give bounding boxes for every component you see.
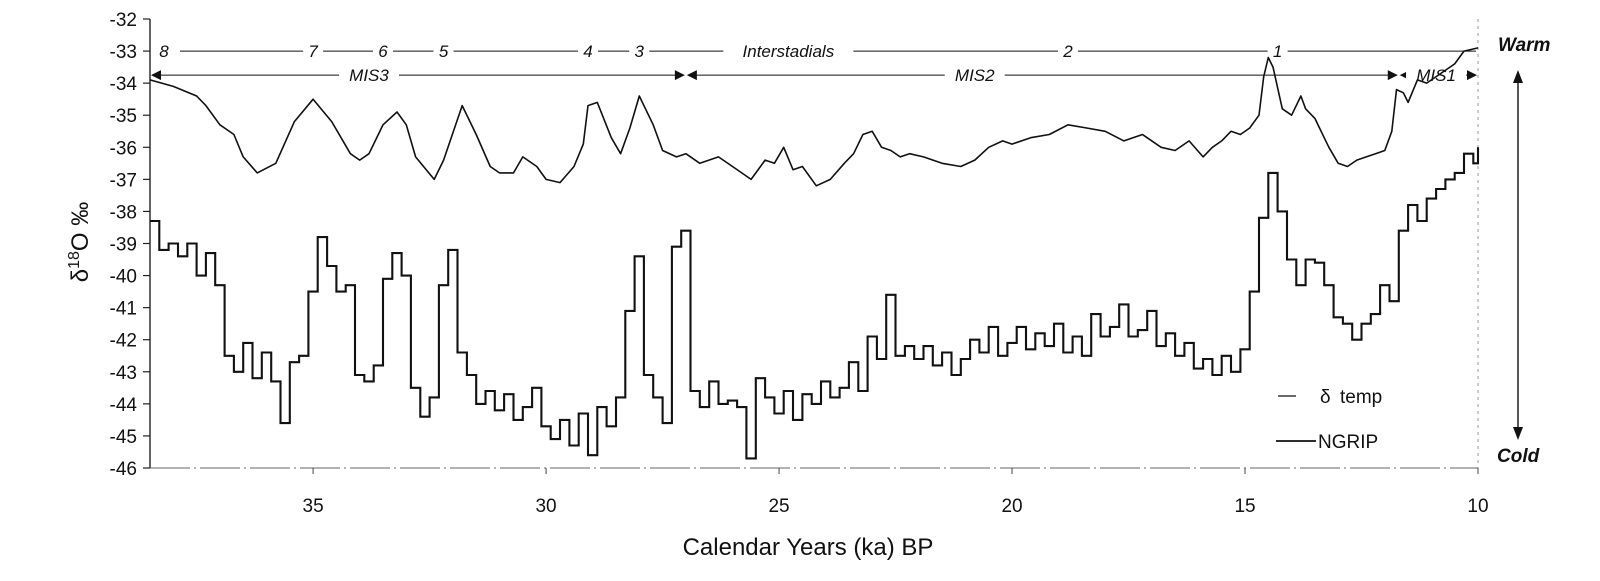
x-tick-label: 35 <box>303 496 324 517</box>
interstadial-label-bg <box>303 41 324 62</box>
mis-label-bg <box>339 65 400 86</box>
y-tick-label: -40 <box>110 267 137 288</box>
interstadial-label-bg <box>372 41 393 62</box>
interstadial-annotations: 8 7 6 5 4 3 Interstadials 2 1 <box>153 41 1476 62</box>
y-tick-label: -34 <box>110 74 138 95</box>
legend-label-temp: temp <box>1340 387 1382 408</box>
y-tick-label: -42 <box>110 331 137 352</box>
legend: δ temp NGRIP <box>1276 387 1382 453</box>
mis-label: MIS2 <box>955 66 995 85</box>
mis-label: MIS1 <box>1416 66 1456 85</box>
y-axis-title-superscript: 18 <box>66 251 83 269</box>
legend-symbol-temp: δ <box>1320 387 1331 408</box>
y-axis-title-tail: O ‰ <box>67 202 94 251</box>
mis-arrowhead <box>686 70 697 81</box>
warm-label: Warm <box>1498 35 1551 56</box>
cold-label: Cold <box>1497 446 1540 467</box>
interstadial-label-bg <box>723 41 854 62</box>
y-tick-label: -35 <box>110 106 137 127</box>
y-axis-title-delta: δ <box>67 269 94 282</box>
y-tick-label: -32 <box>110 10 137 31</box>
interstadial-label-bg <box>629 41 650 62</box>
mis-arrowhead <box>1387 70 1398 81</box>
series-line-ngrip <box>150 147 1480 460</box>
series-line-delta-temp <box>149 47 1479 187</box>
mis-label: MIS3 <box>349 66 389 85</box>
interstadial-label-bg <box>1057 41 1078 62</box>
interstadial-label: Interstadials <box>743 42 835 61</box>
interstadial-label-bg <box>433 41 454 62</box>
x-tick-label: 10 <box>1467 496 1488 517</box>
y-tick-label: -33 <box>110 42 137 63</box>
y-tick-label: -36 <box>110 138 137 159</box>
warm-cold-arrow <box>1513 70 1523 440</box>
y-tick-label: -43 <box>110 363 137 384</box>
interstadial-label-bg <box>153 41 174 62</box>
y-tick-label: -38 <box>110 202 137 223</box>
x-tick-label: 25 <box>768 496 789 517</box>
interstadial-label: 6 <box>378 42 388 61</box>
y-tick-label: -45 <box>110 427 137 448</box>
interstadial-label: 5 <box>439 42 449 61</box>
y-tick-label: -46 <box>110 459 137 480</box>
mis-arrowhead <box>1467 70 1477 81</box>
mis-label-bg <box>1406 65 1467 86</box>
interstadial-label: 2 <box>1062 42 1073 61</box>
y-tick-label: -41 <box>110 299 137 320</box>
interstadial-label-bg <box>578 41 599 62</box>
y-tick-label: -44 <box>110 395 138 416</box>
x-axis-ticks: 35 30 25 20 15 10 <box>303 468 1489 517</box>
mis-label-bg <box>944 65 1005 86</box>
mis-arrowhead <box>674 70 685 81</box>
interstadial-label: 1 <box>1273 42 1282 61</box>
mis-annotations: MIS3 MIS2 MIS1 <box>151 65 1477 86</box>
x-tick-label: 30 <box>535 496 556 517</box>
y-axis-ticks: -32 -33 -34 -35 -36 -37 -38 -39 -40 -41 -42 -43 -44 -… <box>110 10 150 480</box>
interstadial-label-bg <box>1267 41 1288 62</box>
interstadial-label: 7 <box>308 42 318 61</box>
y-tick-label: -39 <box>110 235 137 256</box>
x-tick-label: 20 <box>1001 496 1022 517</box>
y-tick-label: -37 <box>110 170 137 191</box>
interstadial-label: 4 <box>583 42 592 61</box>
x-tick-label: 15 <box>1234 496 1255 517</box>
interstadial-label: 8 <box>159 42 169 61</box>
y-axis-title: δ18O ‰ <box>66 202 94 283</box>
legend-label-ngrip: NGRIP <box>1318 432 1378 453</box>
x-axis-title: Calendar Years (ka) BP <box>683 534 934 561</box>
mis-arrowhead <box>151 70 161 81</box>
interstadial-label: 3 <box>635 42 645 61</box>
